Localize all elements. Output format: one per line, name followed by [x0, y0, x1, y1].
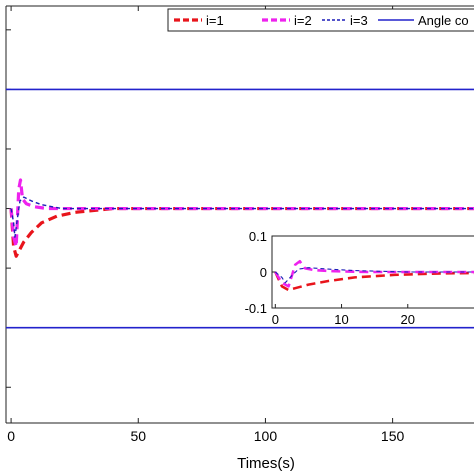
inset-plot-area: -0.1 0 0.1 0 10 20 — [245, 229, 474, 327]
x-tick-label: 50 — [130, 428, 146, 444]
inset-series-line-i3 — [274, 267, 474, 284]
inset-y-tick-label: 0.1 — [249, 229, 267, 244]
inset-series-line-i2 — [274, 259, 474, 288]
legend-label: i=2 — [294, 13, 312, 28]
inset-series-line-i1 — [274, 271, 474, 292]
x-tick-label: 0 — [7, 428, 15, 444]
legend-box — [167, 8, 474, 32]
inset-y-tick-label: 0 — [260, 265, 267, 280]
inset-x-tick-label: 20 — [401, 312, 415, 327]
x-tick-label: 100 — [254, 428, 278, 444]
series-line-i1 — [9, 206, 474, 258]
legend: i=1 i=2 i=3 Angle co — [167, 8, 474, 32]
inset-x-tick-label: 10 — [334, 312, 348, 327]
series-line-i3 — [10, 196, 474, 238]
x-axis-label: Times(s) — [237, 455, 295, 472]
inset-x-tick-label: 0 — [272, 312, 279, 327]
inset-y-tick-label: -0.1 — [245, 301, 267, 316]
legend-label: i=3 — [350, 13, 368, 28]
legend-label: Angle co — [418, 13, 469, 28]
legend-label: i=1 — [206, 13, 224, 28]
x-tick-label: 150 — [381, 428, 405, 444]
inset-series-group — [274, 259, 474, 292]
